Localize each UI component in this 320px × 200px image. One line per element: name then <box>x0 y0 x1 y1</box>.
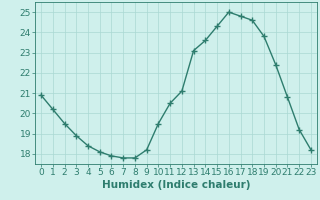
X-axis label: Humidex (Indice chaleur): Humidex (Indice chaleur) <box>102 180 250 190</box>
